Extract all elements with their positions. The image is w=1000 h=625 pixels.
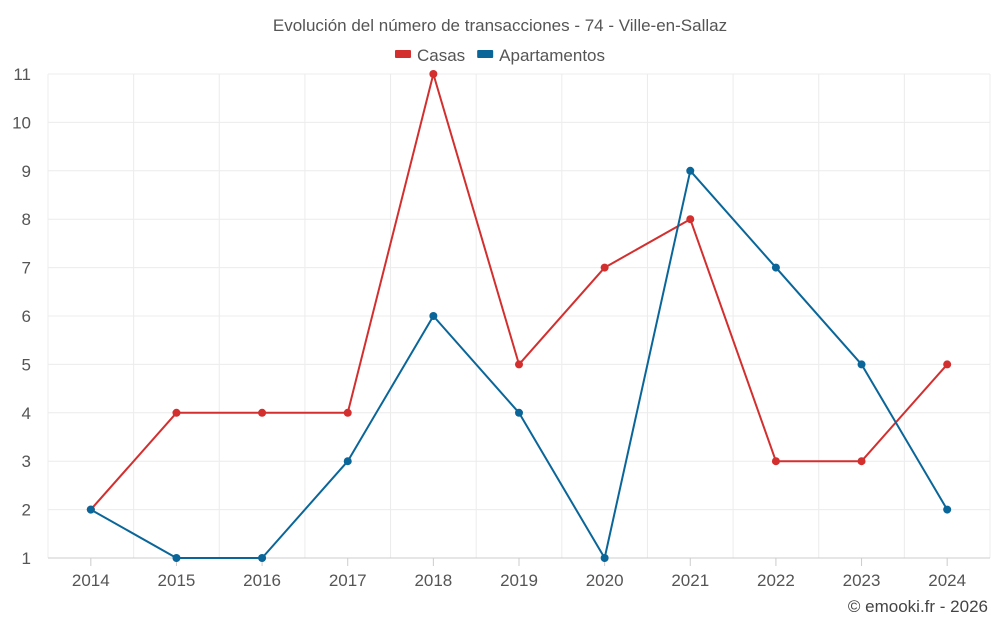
credit-text: © emooki.fr - 2026 — [847, 597, 988, 616]
data-point[interactable] — [429, 312, 438, 320]
y-tick-label: 6 — [22, 307, 31, 326]
legend-item-casas[interactable]: Casas — [394, 46, 465, 65]
x-axis: 2014 2015 2016 2017 2018 2019 2020 2021 2022 2023… — [48, 557, 990, 590]
y-tick-label: 9 — [22, 162, 31, 181]
x-tick-label: 2019 — [500, 571, 538, 590]
x-tick-label: 2022 — [757, 571, 795, 590]
x-tick-label: 2020 — [586, 571, 624, 590]
data-point[interactable] — [857, 457, 866, 466]
data-point[interactable] — [258, 408, 267, 417]
series-apartamentos — [86, 166, 952, 562]
y-tick-label: 11 — [13, 65, 31, 84]
series-casas — [86, 70, 952, 514]
y-tick-label: 2 — [22, 501, 31, 520]
data-point[interactable] — [771, 457, 780, 466]
legend-label: Apartamentos — [499, 46, 605, 65]
y-tick-label: 4 — [22, 404, 31, 423]
x-tick-label: 2018 — [414, 571, 452, 590]
y-tick-label: 1 — [22, 549, 31, 568]
data-point[interactable] — [429, 70, 438, 78]
data-point[interactable] — [343, 408, 352, 417]
x-tick-label: 2024 — [928, 571, 966, 590]
x-tick-label: 2023 — [843, 571, 881, 590]
data-point[interactable] — [686, 166, 695, 175]
data-point[interactable] — [172, 408, 181, 417]
y-tick-label: 7 — [22, 259, 31, 278]
x-tick-label: 2014 — [72, 571, 110, 590]
legend-swatch — [394, 50, 411, 58]
chart-title: Evolución del número de transacciones - … — [273, 16, 727, 35]
legend-item-apartamentos[interactable]: Apartamentos — [477, 46, 605, 65]
x-tick-label: 2016 — [243, 571, 281, 590]
data-point[interactable] — [943, 505, 952, 514]
data-point[interactable] — [515, 360, 523, 369]
x-tick-label: 2017 — [329, 571, 367, 590]
data-point[interactable] — [857, 360, 866, 369]
data-point[interactable] — [86, 505, 95, 514]
data-point[interactable] — [258, 554, 267, 562]
grid — [47, 73, 991, 559]
data-point[interactable] — [943, 360, 952, 369]
data-point[interactable] — [515, 408, 523, 417]
data-point[interactable] — [172, 554, 181, 562]
y-tick-label: 5 — [22, 355, 31, 374]
y-tick-label: 3 — [22, 452, 31, 471]
data-point[interactable] — [686, 215, 695, 224]
legend-swatch — [477, 50, 494, 58]
legend: Casas Apartamentos — [394, 46, 605, 65]
series — [86, 70, 952, 562]
data-point[interactable] — [771, 263, 780, 272]
y-tick-label: 8 — [22, 210, 31, 229]
data-point[interactable] — [600, 554, 609, 562]
data-point[interactable] — [600, 263, 609, 272]
x-tick-label: 2015 — [158, 571, 196, 590]
data-point[interactable] — [343, 457, 352, 466]
legend-label: Casas — [417, 46, 465, 65]
y-tick-label: 10 — [12, 113, 31, 132]
y-axis: 1 2 3 4 5 6 7 8 9 10 11 — [12, 65, 31, 568]
x-tick-label: 2021 — [671, 571, 709, 590]
